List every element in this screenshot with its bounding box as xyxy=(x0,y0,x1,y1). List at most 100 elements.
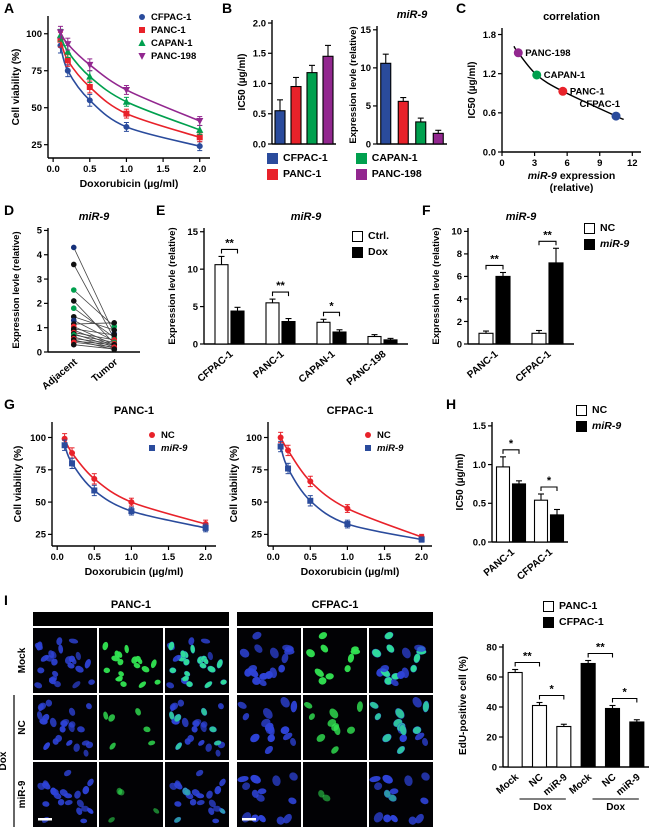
nucleus xyxy=(43,742,51,750)
micrograph xyxy=(99,762,163,827)
edu-positive-nucleus xyxy=(141,666,150,673)
nucleus xyxy=(276,816,285,825)
nucleus xyxy=(166,682,175,689)
nucleus xyxy=(37,711,43,721)
edu-positive-nucleus xyxy=(154,679,161,685)
nucleus xyxy=(51,658,58,666)
y-tick-label: 0 xyxy=(366,139,371,150)
nucleus xyxy=(38,703,44,712)
edu-positive-nucleus xyxy=(118,671,124,677)
edu-positive-nucleus xyxy=(174,817,181,823)
x-category-label: Mock xyxy=(494,772,521,797)
sig-bracket xyxy=(611,697,638,703)
nucleus xyxy=(80,818,88,824)
pair-line xyxy=(73,322,115,325)
edu-positive-nucleus xyxy=(168,641,175,651)
y-tick-label: 50 xyxy=(35,497,46,508)
y-tick-label: 2 xyxy=(37,299,42,310)
x-axis-label: Doxorubicin (µg/ml) xyxy=(85,566,184,578)
legend-item: miR-9 xyxy=(576,420,621,432)
nucleus xyxy=(389,788,399,795)
marker-circle xyxy=(285,447,292,454)
nucleus xyxy=(172,654,181,662)
y-tick-label: 1 xyxy=(37,323,43,334)
edu-positive-nucleus xyxy=(184,671,190,677)
marker-circle xyxy=(69,450,76,456)
edu-positive-nucleus xyxy=(344,665,351,673)
legend-item: Dox xyxy=(352,246,389,258)
legend-label: PANC-1 xyxy=(559,600,598,612)
adjacent-point xyxy=(70,261,77,268)
x-axis-label: Doxorubicin (µg/ml) xyxy=(80,178,179,190)
y-tick-label: 0.0 xyxy=(483,147,496,158)
data-point xyxy=(532,70,542,80)
micrograph xyxy=(237,762,301,827)
edu-positive-nucleus xyxy=(306,649,315,658)
y-tick-label: 80 xyxy=(486,642,497,653)
y-axis-label: Expression levle (relative) xyxy=(11,231,22,348)
nucleus xyxy=(242,782,251,790)
scale-bar xyxy=(38,818,52,821)
micrograph xyxy=(303,628,367,693)
x-category-label: CFPAC-1 xyxy=(196,349,236,385)
y-tick-label: 3 xyxy=(37,274,42,285)
marker-square xyxy=(285,465,292,472)
nucleus xyxy=(181,717,189,728)
legend-label: miR-9 xyxy=(592,420,622,432)
micrograph xyxy=(369,762,433,827)
x-tick-label: 1.5 xyxy=(378,552,392,563)
sig-bracket xyxy=(220,248,239,254)
bar xyxy=(332,331,347,345)
nucleus xyxy=(188,637,195,646)
marker-triangle-down xyxy=(56,29,65,37)
marker-circle xyxy=(86,97,93,104)
edu-positive-nucleus xyxy=(329,708,339,719)
sig-bracket xyxy=(587,652,614,658)
legend-swatch xyxy=(267,168,278,180)
panel-label-c: C xyxy=(456,0,467,16)
sig-label: ** xyxy=(596,642,605,654)
nucleus xyxy=(212,818,220,824)
sig-bracket xyxy=(514,661,541,667)
panel-f-expression-bar-chart: 0 2 4 6 8 10 Expression levle (relative) miR-9 P… xyxy=(431,211,574,385)
edu-positive-nucleus xyxy=(201,708,207,716)
nucleus xyxy=(81,805,90,812)
edu-positive-nucleus xyxy=(124,644,129,654)
bar xyxy=(290,85,302,145)
cell-line-header: CFPAC-1 xyxy=(312,599,359,611)
adjacent-point xyxy=(70,287,77,293)
edu-positive-nucleus xyxy=(351,646,359,652)
y-tick-label: 25 xyxy=(31,140,42,151)
y-tick-label: 0 xyxy=(457,339,462,350)
edu-positive-nucleus xyxy=(384,790,391,798)
x-category-label: NC xyxy=(600,772,618,790)
panel-d-paired-expression-chart: 0 1 2 3 4 5 Expression levle (relative) miR-9 Ad… xyxy=(11,211,140,392)
nucleus xyxy=(250,774,261,784)
y-tick-label: 0.5 xyxy=(473,499,487,510)
edu-positive-nucleus xyxy=(169,711,175,720)
edu-positive-nucleus xyxy=(207,666,216,673)
pair-line xyxy=(73,332,115,341)
scale-bar xyxy=(242,818,256,821)
bar xyxy=(306,72,318,145)
legend-swatch xyxy=(576,404,587,416)
bar xyxy=(367,335,382,345)
point-label: PANC-198 xyxy=(525,48,570,59)
panel-label-i: I xyxy=(4,592,8,608)
edu-positive-nucleus xyxy=(135,708,141,716)
legend-swatch xyxy=(355,152,367,164)
y-tick-label: 4 xyxy=(37,250,43,261)
edu-positive-nucleus xyxy=(372,649,381,658)
nucleus xyxy=(81,740,90,746)
tumor-point xyxy=(111,332,118,338)
nucleus xyxy=(72,681,81,689)
y-axis-label: Expression levle (relative) xyxy=(167,227,178,344)
y-axis-label: Expression levle (relative) xyxy=(431,227,442,344)
panel-b-ic50-bar-chart: 0.0 0.5 1.0 1.5 2.0 IC50 (µg/ml) xyxy=(237,18,336,150)
legend-label: NC xyxy=(377,430,391,441)
marker-circle xyxy=(128,499,135,506)
sig-label: ** xyxy=(523,651,532,663)
nucleus xyxy=(34,682,43,689)
legend-item: PANC-1 xyxy=(543,600,604,612)
x-category-label: PANC-1 xyxy=(465,349,500,381)
